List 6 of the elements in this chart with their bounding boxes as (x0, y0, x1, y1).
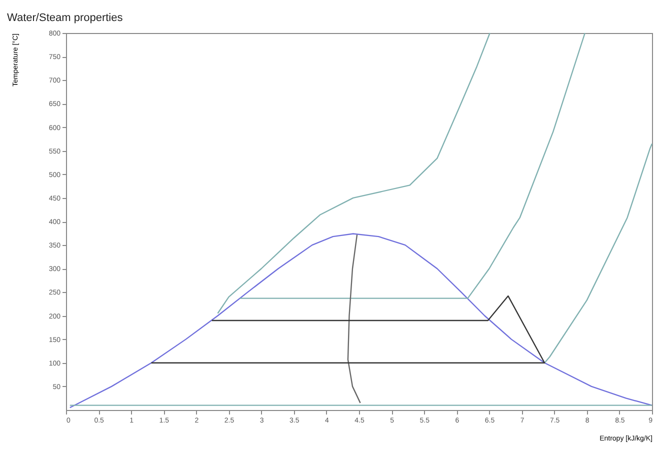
line-series (217, 32, 490, 314)
line-series (544, 143, 653, 364)
line-series (347, 234, 361, 404)
chart-title: Water/Steam properties (7, 12, 124, 24)
line-series (69, 233, 653, 408)
line-series (239, 32, 586, 299)
